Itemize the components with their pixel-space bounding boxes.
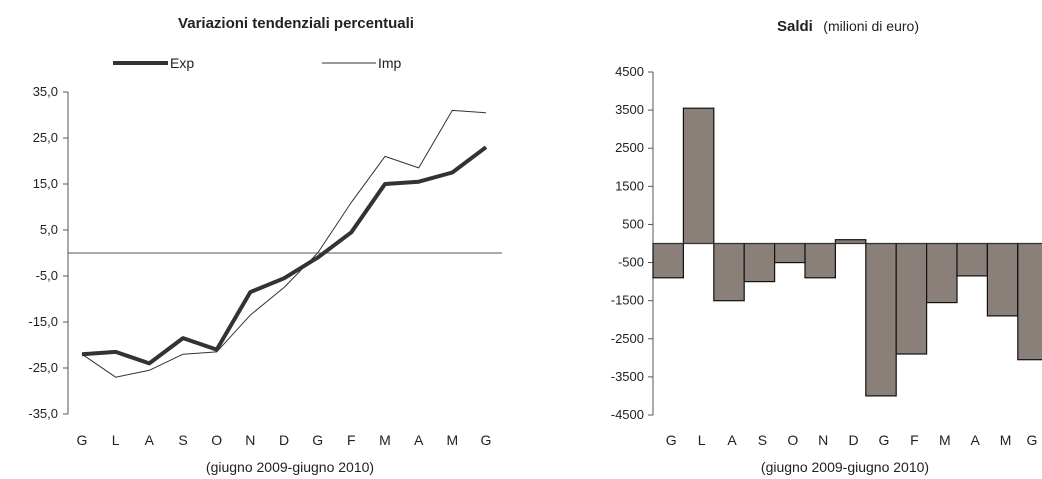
line-chart: Variazioni tendenziali percentuali Exp Im… [28,15,502,475]
bar [773,242,806,264]
bar-chart-y-tick-label: 3500 [615,102,644,117]
line-series-exp [81,145,488,366]
bar [895,242,928,355]
line-chart-y-tick-label: 15,0 [33,176,58,191]
bar-chart-x-label: (giugno 2009-giugno 2010) [761,459,929,475]
bar [865,242,897,397]
line-chart-x-label: (giugno 2009-giugno 2010) [206,459,374,475]
bar-chart-x-tick-label: G [879,432,890,448]
bar [743,242,776,283]
bar-chart-bars [652,107,1042,397]
line-chart-x-tick-label: G [312,432,323,448]
line-chart-y-tick-label: -15,0 [28,314,58,329]
line-chart-legend: Exp Imp [113,55,402,71]
bar-chart-x-tick-label: D [849,432,859,448]
bar-chart-y-tick-label: -2500 [611,331,644,346]
line-chart-y-tick-label: -25,0 [28,360,58,375]
bar-chart-x-tick-label: L [698,432,706,448]
line-chart-x-tick-label: F [347,432,356,448]
bar [713,242,745,302]
line-chart-title: Variazioni tendenziali percentuali [178,15,414,32]
line-chart-y-tick-label: 35,0 [33,84,58,99]
bar-chart-x-tick-label: M [939,432,951,448]
bar [804,242,836,279]
line-chart-x-tick-label: D [279,432,289,448]
line-chart-x-tick-label: M [379,432,391,448]
line-chart-y-tick-label: -5,0 [36,268,58,283]
line-chart-x-tick-label: A [414,432,424,448]
line-chart-y-tick-label: 25,0 [33,130,58,145]
bar-chart-x-tick-label: A [727,432,737,448]
bar-chart-y-tick-label: 500 [622,216,644,231]
line-chart-y-tick-label: -35,0 [28,406,58,421]
line-chart-series [81,109,488,378]
bar [986,242,1019,317]
bar-chart-x-tick-label: G [666,432,677,448]
bar-chart-y-axis: 4500 3500 2500 1500 500 -500 -1500 -2500 -3500 -4… [611,64,654,422]
line-chart-x-tick-label: A [145,432,155,448]
bar-chart: Saldi (milioni di euro) 4500 3500 2500 1500… [611,18,1042,475]
bar-chart-y-tick-label: -500 [618,255,644,270]
bar-chart-subtitle: (milioni di euro) [823,18,919,34]
bar-chart-x-tick-label: M [1000,432,1012,448]
bar-chart-title: Saldi [777,18,813,35]
bar [925,242,958,304]
bar-chart-y-tick-label: -3500 [611,369,644,384]
line-chart-y-axis: 35,0 25,0 15,0 5,0 -5,0 -15,0 -25,0 -35,0 [28,84,502,421]
bar-chart-y-tick-label: 4500 [615,64,644,79]
line-series-imp [81,109,487,378]
line-chart-x-tick-label: N [245,432,255,448]
bar [834,239,867,245]
bar [652,242,684,279]
bar-chart-y-tick-label: 2500 [615,140,644,155]
line-chart-x-tick-label: O [211,432,222,448]
bar-chart-y-tick-label: 1500 [615,178,644,193]
bar-chart-x-tick-label: S [758,432,767,448]
line-chart-x-tick-label: G [481,432,492,448]
bar [1017,242,1042,361]
line-chart-x-tick-label: S [178,432,187,448]
bar-chart-title-group: Saldi (milioni di euro) [777,18,919,35]
bar [682,107,715,245]
bar-chart-y-tick-label: -4500 [611,407,644,422]
bar-chart-x-tick-label: O [787,432,798,448]
bar-chart-x-tick-label: F [910,432,919,448]
legend-label-exp: Exp [170,55,194,71]
line-chart-y-tick-label: 5,0 [40,222,58,237]
bar-chart-x-tick-label: G [1027,432,1038,448]
legend-label-imp: Imp [378,55,402,71]
bar-chart-y-tick-label: -1500 [611,293,644,308]
bar [956,242,988,277]
line-chart-x-tick-label: M [446,432,458,448]
bar-chart-x-tick-label: N [818,432,828,448]
line-chart-x-tick-label: G [77,432,88,448]
line-chart-x-tick-label: L [112,432,120,448]
bar-chart-x-tick-label: A [971,432,981,448]
